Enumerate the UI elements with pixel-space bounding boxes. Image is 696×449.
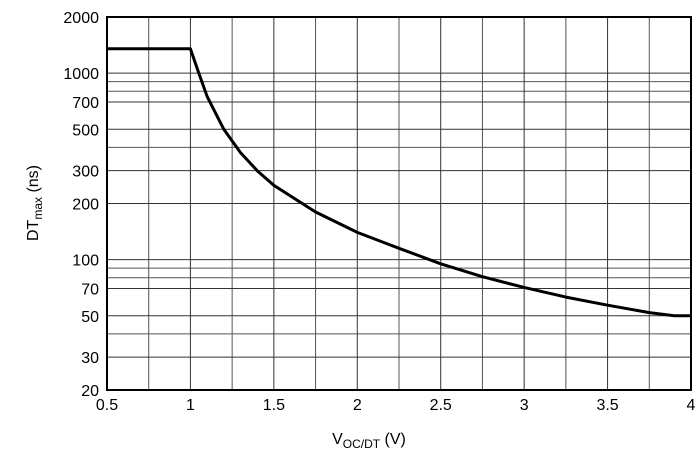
x-axis-label-unit: (V) bbox=[380, 431, 406, 448]
plot-frame bbox=[106, 16, 692, 391]
series-line bbox=[107, 47, 691, 318]
x-axis-label-sub: OC/DT bbox=[343, 437, 381, 449]
x-tick-label: 1 bbox=[186, 397, 195, 414]
x-tick-label: 3.5 bbox=[596, 397, 618, 414]
y-tick-label: 50 bbox=[81, 309, 99, 326]
y-tick-label: 100 bbox=[72, 253, 99, 270]
y-axis-label: DTmax (ns) bbox=[25, 165, 45, 241]
y-tick-label: 500 bbox=[72, 122, 99, 139]
y-tick-label: 700 bbox=[72, 95, 99, 112]
data-series bbox=[107, 47, 691, 318]
y-tick-label: 2000 bbox=[63, 10, 99, 27]
y-axis-label-main: DT bbox=[25, 219, 42, 241]
x-tick-label: 2 bbox=[353, 397, 362, 414]
y-tick-label: 70 bbox=[81, 282, 99, 299]
x-axis-label-main: V bbox=[332, 431, 343, 448]
x-tick-labels: 0.5 1 1.5 2 2.5 3 3.5 4 bbox=[96, 397, 696, 414]
y-tick-labels: 20 30 50 70 100 200 300 500 700 1000 2000 bbox=[63, 10, 99, 400]
x-tick-label: 4 bbox=[687, 397, 696, 414]
x-tick-label: 3 bbox=[520, 397, 529, 414]
y-tick-label: 30 bbox=[81, 350, 99, 367]
y-axis-label-unit: (ns) bbox=[25, 165, 42, 197]
y-axis-label-sub: max bbox=[31, 197, 45, 220]
y-tick-label: 300 bbox=[72, 164, 99, 181]
y-tick-label: 1000 bbox=[63, 66, 99, 83]
x-tick-label: 2.5 bbox=[430, 397, 452, 414]
x-tick-label: 1.5 bbox=[263, 397, 285, 414]
x-tick-label: 0.5 bbox=[96, 397, 118, 414]
y-tick-label: 20 bbox=[81, 383, 99, 400]
y-tick-label: 200 bbox=[72, 197, 99, 214]
x-axis-label: VOC/DT (V) bbox=[332, 431, 406, 449]
